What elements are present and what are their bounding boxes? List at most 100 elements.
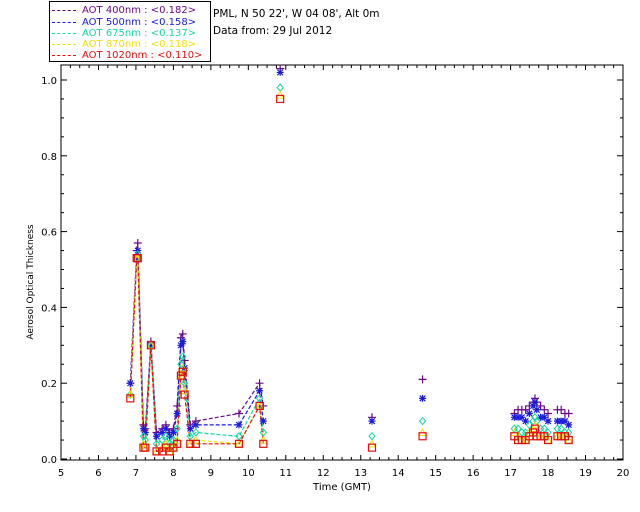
- legend-label-870nm: AOT 870nm : <0.118>: [82, 38, 197, 50]
- x-tick-label: 7: [133, 468, 139, 479]
- x-tick-label: 8: [170, 468, 176, 479]
- legend-swatch-400nm: [52, 9, 76, 11]
- data-point-scatter-1: [419, 394, 427, 402]
- data-point-4: [178, 367, 187, 376]
- plot-frame: [60, 64, 624, 461]
- data-point-1: [169, 428, 177, 436]
- data-date-label: Data from: 29 Jul 2012: [213, 25, 333, 37]
- data-point-scatter-2: [553, 424, 562, 433]
- data-point-4: [133, 254, 142, 263]
- x-tick-label: 10: [242, 468, 255, 479]
- data-point-scatter-1: [540, 413, 548, 421]
- x-tick-label: 15: [429, 468, 442, 479]
- data-point-scatter-0: [564, 409, 573, 418]
- data-point-scatter-2: [418, 416, 427, 426]
- data-point-0: [255, 379, 264, 388]
- station-info: PML, N 50 22', W 04 08', Alt 0m Data fro…: [213, 6, 380, 40]
- data-point-scatter-2: [276, 83, 284, 92]
- legend-label-1020nm: AOT 1020nm : <0.110>: [82, 49, 203, 61]
- data-point-scatter-0: [544, 409, 553, 418]
- legend-label-675nm: AOT 675nm : <0.137>: [82, 27, 197, 39]
- x-tick-label: 20: [617, 468, 630, 479]
- data-point-4: [152, 447, 161, 456]
- data-point-1: [141, 428, 149, 436]
- y-tick-label: 0.0: [41, 455, 57, 466]
- data-point-4: [141, 443, 150, 452]
- y-tick-label: 0.4: [41, 303, 57, 314]
- data-point-1: [147, 341, 155, 349]
- series-line-0: [129, 242, 264, 434]
- data-point-4: [146, 341, 156, 350]
- data-point-1: [139, 425, 147, 433]
- data-point-scatter-4: [418, 432, 427, 441]
- data-point-scatter-1: [553, 417, 561, 425]
- legend-swatch-870nm: [52, 43, 76, 45]
- data-point-scatter-1: [531, 398, 539, 406]
- legend-item-1020nm: AOT 1020nm : <0.110>: [52, 49, 202, 61]
- legend-label-500nm: AOT 500nm : <0.158>: [82, 16, 197, 28]
- data-point-4: [126, 394, 135, 403]
- y-tick-label: 0.6: [41, 228, 57, 239]
- series-markers: [125, 64, 574, 456]
- legend-item-400nm: AOT 400nm : <0.182>: [52, 4, 196, 16]
- x-tick-label: 9: [208, 468, 214, 479]
- y-tick-label: 1.0: [41, 76, 57, 87]
- data-point-4: [255, 401, 264, 411]
- y-tick-label: 0.2: [41, 379, 57, 390]
- data-point-1: [192, 421, 200, 429]
- legend-item-870nm: AOT 870nm : <0.118>: [52, 38, 196, 50]
- x-tick-label: 6: [95, 468, 101, 479]
- y-tick-label: 0.8: [41, 152, 57, 163]
- data-point-0: [173, 401, 182, 410]
- data-point-4: [173, 439, 182, 448]
- series-lines: [129, 242, 264, 453]
- data-point-scatter-1: [518, 413, 526, 421]
- x-axis-title: Time (GMT): [312, 482, 371, 493]
- data-point-scatter-1: [522, 417, 530, 425]
- x-tick-label: 17: [504, 468, 517, 479]
- station-label: PML, N 50 22', W 04 08', Alt 0m: [213, 8, 380, 20]
- data-point-4: [234, 439, 244, 448]
- data-point-4: [186, 439, 195, 448]
- x-axis: 5 6 7 8 9 10 11 12 13 14 15 16 17 18 19 20: [58, 65, 630, 479]
- data-point-1: [153, 432, 161, 440]
- x-tick-label: 12: [317, 468, 330, 479]
- data-point-scatter-1: [557, 417, 565, 425]
- data-point-scatter-2: [368, 431, 376, 441]
- legend-label-400nm: AOT 400nm : <0.182>: [82, 4, 197, 16]
- data-point-1: [173, 410, 181, 418]
- data-point-scatter-1: [544, 417, 552, 425]
- x-tick-label: 5: [58, 468, 64, 479]
- data-point-4: [180, 390, 189, 399]
- data-point-1: [133, 254, 141, 262]
- y-axis: 0.0 0.2 0.4 0.6 0.8 1.0: [41, 76, 623, 466]
- data-point-scatter-1: [537, 413, 545, 421]
- data-point-scatter-0: [536, 401, 545, 410]
- data-point-scatter-4: [564, 435, 573, 445]
- data-point-scatter-1: [533, 406, 541, 414]
- data-point-1: [235, 421, 243, 429]
- legend-item-500nm: AOT 500nm : <0.158>: [52, 16, 196, 28]
- data-point-4: [191, 439, 200, 448]
- data-point-scatter-1: [561, 417, 569, 425]
- data-point-scatter-1: [276, 68, 284, 76]
- data-point-4: [259, 439, 268, 448]
- x-tick-label: 14: [392, 468, 405, 479]
- x-tick-label: 11: [279, 468, 292, 479]
- legend: AOT 400nm : <0.182> AOT 500nm : <0.158> …: [49, 1, 211, 62]
- data-point-scatter-0: [557, 405, 566, 414]
- data-point-0: [234, 409, 243, 418]
- data-point-scatter-0: [521, 405, 530, 414]
- data-point-1: [126, 379, 134, 387]
- x-tick-label: 16: [467, 468, 480, 479]
- data-point-1: [166, 432, 174, 440]
- data-point-scatter-0: [418, 375, 427, 384]
- series-line-4: [129, 257, 264, 453]
- legend-swatch-500nm: [52, 21, 76, 23]
- data-point-scatter-1: [514, 413, 522, 421]
- data-point-1: [259, 417, 267, 425]
- data-point-scatter-1: [525, 410, 533, 418]
- data-point-1: [158, 428, 166, 436]
- data-point-2: [173, 424, 181, 433]
